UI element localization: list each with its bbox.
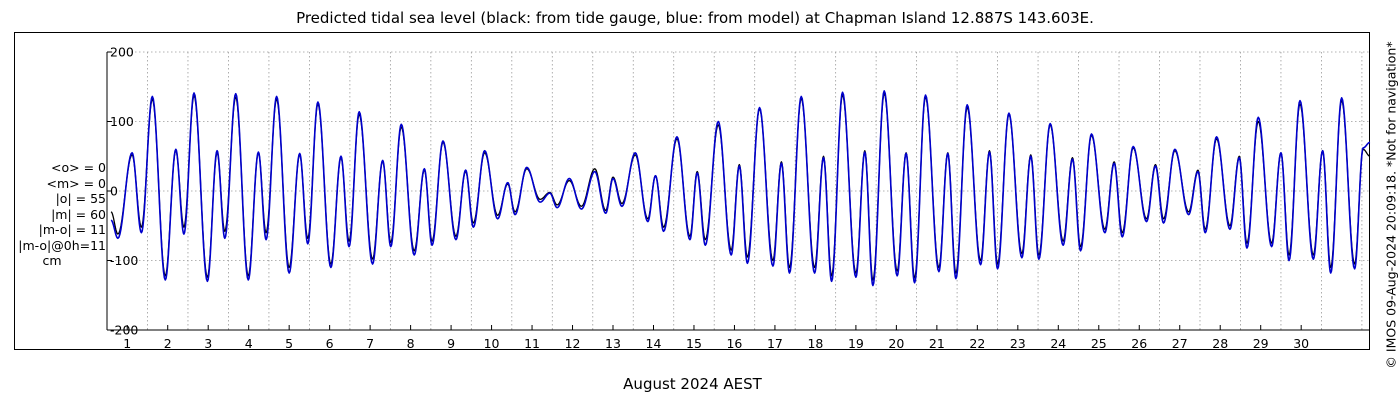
x-tick-label: 23 (1010, 336, 1026, 351)
x-tick-label: 3 (204, 336, 212, 351)
x-tick-label: 4 (245, 336, 253, 351)
x-tick-label: 1 (123, 336, 131, 351)
x-tick-label: 13 (605, 336, 621, 351)
x-tick-label: 30 (1293, 336, 1309, 351)
x-tick-label: 7 (366, 336, 374, 351)
x-tick-label: 29 (1253, 336, 1269, 351)
chart-title: Predicted tidal sea level (black: from t… (296, 9, 1094, 27)
stat-abs-difference: |m-o| = 11 (38, 222, 106, 237)
stat-abs-difference-0h: |m-o|@0h=11 (18, 237, 106, 253)
x-tick-label: 14 (646, 336, 662, 351)
x-tick-label: 28 (1212, 336, 1228, 351)
outer-frame (14, 32, 1370, 350)
x-tick-label: 20 (888, 336, 904, 351)
x-tick-label: 9 (447, 336, 455, 351)
x-tick-label: 2 (164, 336, 172, 351)
axis-layer (106, 51, 1370, 331)
x-tick-label: 15 (686, 336, 702, 351)
x-tick-label: 12 (565, 336, 581, 351)
x-tick-label: 8 (407, 336, 415, 351)
y-tick-label: -100 (110, 253, 138, 268)
x-tick-label: 26 (1131, 336, 1147, 351)
x-tick-label: 5 (285, 336, 293, 351)
stats-panel: <o> = 0 <m> = 0 |o| = 55 |m| = 60 |m-o| … (8, 160, 106, 253)
x-tick-label: 21 (929, 336, 945, 351)
x-tick-label: 11 (524, 336, 540, 351)
model-series-line (110, 90, 1371, 287)
stat-abs-observed: |o| = 55 (55, 191, 106, 206)
series-layer (110, 90, 1371, 287)
x-axis-label: August 2024 AEST (623, 375, 762, 393)
y-tick-label: 200 (110, 45, 134, 60)
x-tick-label: 6 (326, 336, 334, 351)
x-tick-label: 16 (726, 336, 742, 351)
stats-unit: cm (42, 253, 62, 268)
x-tick-label: 19 (848, 336, 864, 351)
x-tick-label: 17 (767, 336, 783, 351)
x-tick-label: 25 (1091, 336, 1107, 351)
x-tick-label: 10 (484, 336, 500, 351)
x-tick-label: 24 (1050, 336, 1066, 351)
stat-mean-observed: <o> = 0 (51, 160, 106, 175)
y-tick-label: -200 (110, 323, 138, 338)
x-tick-label: 27 (1172, 336, 1188, 351)
stat-mean-model: <m> = 0 (46, 175, 107, 191)
copyright-note: © IMOS 09-Aug-2024 20:09:18. *Not for na… (1383, 41, 1399, 369)
y-tick-label: 0 (110, 184, 118, 199)
x-tick-label: 22 (969, 336, 985, 351)
stat-abs-model: |m| = 60 (51, 206, 106, 222)
x-tick-label: 18 (807, 336, 823, 351)
y-tick-label: 100 (110, 114, 134, 129)
